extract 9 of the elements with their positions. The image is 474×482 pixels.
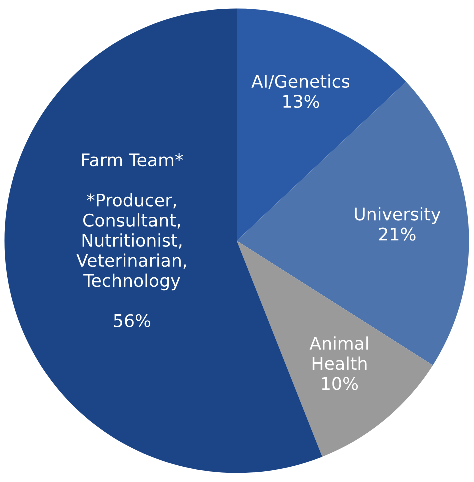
slice-label: University <box>355 207 441 224</box>
slice-label: AI/Genetics <box>252 74 350 90</box>
data-label: 21% <box>379 228 416 241</box>
slice-label: Animal Health <box>310 336 368 370</box>
data-label: 13% <box>284 95 320 108</box>
slice-label: Farm Team* <box>82 154 184 167</box>
data-label: 10% <box>322 377 358 390</box>
text: *Producer, Consultant, Nutritionist, Veterinarian, Technology <box>76 193 186 291</box>
data-label: 56% <box>114 314 151 328</box>
